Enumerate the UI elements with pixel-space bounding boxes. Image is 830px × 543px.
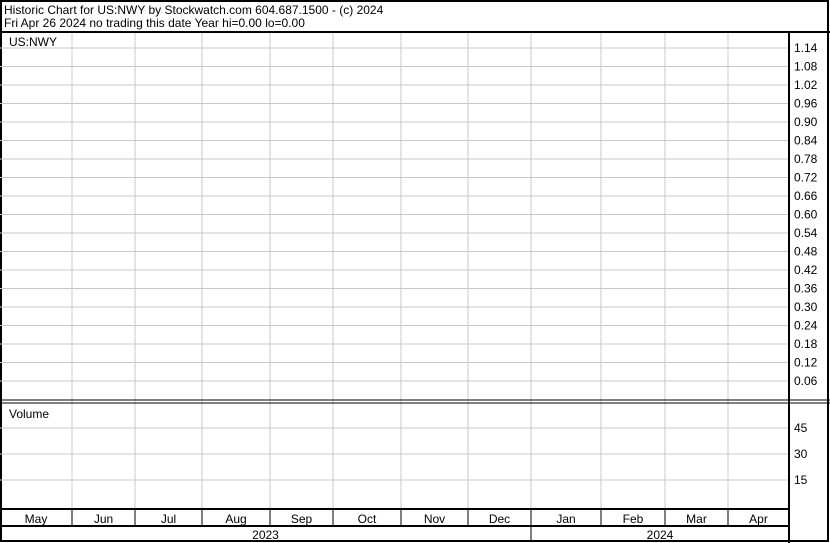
volume-tick-label: 15 — [794, 473, 808, 487]
year-label: 2024 — [647, 528, 674, 542]
month-label: Aug — [225, 512, 246, 526]
month-label: Jul — [161, 512, 176, 526]
volume-tick-label: 45 — [794, 421, 808, 435]
year-label: 2023 — [252, 528, 279, 542]
volume-panel-label: Volume — [9, 407, 49, 421]
price-tick-label: 0.66 — [794, 189, 818, 203]
grid-lines — [0, 32, 789, 526]
price-tick-label: 1.02 — [794, 78, 818, 92]
price-tick-label: 0.24 — [794, 319, 818, 333]
price-tick-label: 0.96 — [794, 97, 818, 111]
price-tick-label: 0.36 — [794, 282, 818, 296]
price-tick-label: 0.60 — [794, 208, 818, 222]
month-label: Jan — [556, 512, 575, 526]
price-tick-label: 0.42 — [794, 263, 818, 277]
chart-header-subtitle: Fri Apr 26 2024 no trading this date Yea… — [4, 16, 305, 30]
price-tick-label: 0.48 — [794, 245, 818, 259]
month-label: Oct — [358, 512, 377, 526]
price-tick-label: 0.06 — [794, 374, 818, 388]
month-label: Nov — [424, 512, 445, 526]
month-label: Dec — [489, 512, 510, 526]
price-panel-label: US:NWY — [9, 35, 57, 49]
chart-header-title: Historic Chart for US:NWY by Stockwatch.… — [4, 3, 384, 17]
price-tick-label: 0.90 — [794, 115, 818, 129]
volume-tick-label: 30 — [794, 447, 808, 461]
month-label: Mar — [686, 512, 707, 526]
month-label: May — [25, 512, 48, 526]
month-label: Jun — [94, 512, 113, 526]
price-tick-label: 0.72 — [794, 171, 818, 185]
price-tick-label: 0.54 — [794, 226, 818, 240]
price-tick-label: 0.30 — [794, 300, 818, 314]
month-label: Apr — [749, 512, 768, 526]
price-tick-label: 0.12 — [794, 356, 818, 370]
price-tick-label: 1.14 — [794, 41, 818, 55]
price-tick-label: 0.78 — [794, 152, 818, 166]
month-label: Sep — [291, 512, 313, 526]
price-tick-label: 1.08 — [794, 60, 818, 74]
price-tick-label: 0.18 — [794, 337, 818, 351]
price-tick-label: 0.84 — [794, 134, 818, 148]
month-label: Feb — [623, 512, 644, 526]
